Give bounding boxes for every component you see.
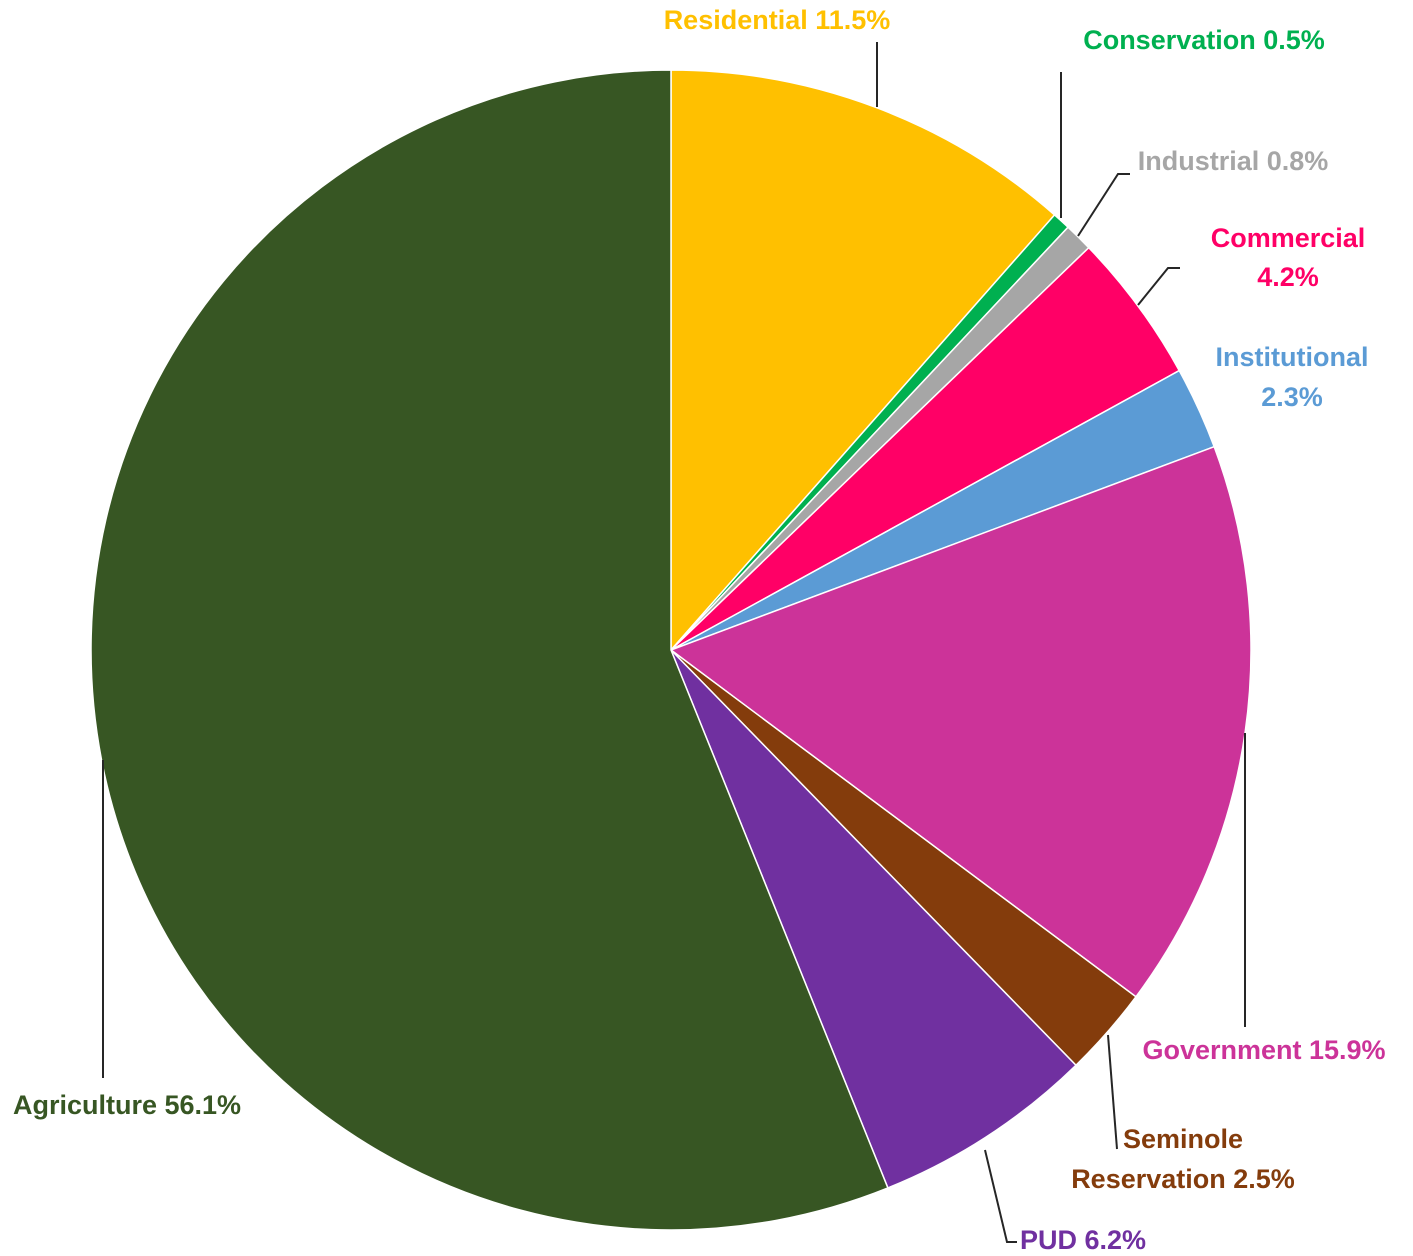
data-label-seminole-reservation-line2: Reservation 2.5%	[1071, 1164, 1295, 1194]
slice-agriculture	[90, 69, 889, 1231]
data-label-residential: Residential 11.5%	[664, 5, 891, 35]
data-label-institutional-line2: 2.3%	[1261, 382, 1323, 412]
data-label-institutional-line1: Institutional	[1216, 342, 1369, 372]
data-label-seminole-reservation-line1: Seminole	[1123, 1124, 1243, 1154]
data-label-agriculture: Agriculture 56.1%	[13, 1090, 241, 1120]
leader-lines-layer	[102, 42, 1246, 1243]
data-label-conservation: Conservation 0.5%	[1083, 25, 1325, 55]
data-label-government: Government 15.9%	[1142, 1035, 1385, 1065]
slices-layer	[90, 69, 1252, 1231]
leader-line-industrial	[1077, 173, 1130, 237]
leader-line-seminole-reservation	[1107, 1034, 1118, 1150]
data-label-commercial-line2: 4.2%	[1257, 262, 1319, 292]
leader-line-pud	[984, 1149, 1017, 1243]
data-label-pud: PUD 6.2%	[1020, 1225, 1146, 1255]
slice-residential	[670, 69, 1056, 652]
labels-layer: Residential 11.5% Conservation 0.5% Indust…	[13, 5, 1386, 1255]
data-label-commercial-line1: Commercial	[1211, 223, 1366, 253]
slice-government	[669, 445, 1252, 998]
leader-line-commercial	[1137, 267, 1180, 306]
slice-pud	[670, 649, 1078, 1189]
data-label-industrial: Industrial 0.8%	[1138, 146, 1329, 176]
